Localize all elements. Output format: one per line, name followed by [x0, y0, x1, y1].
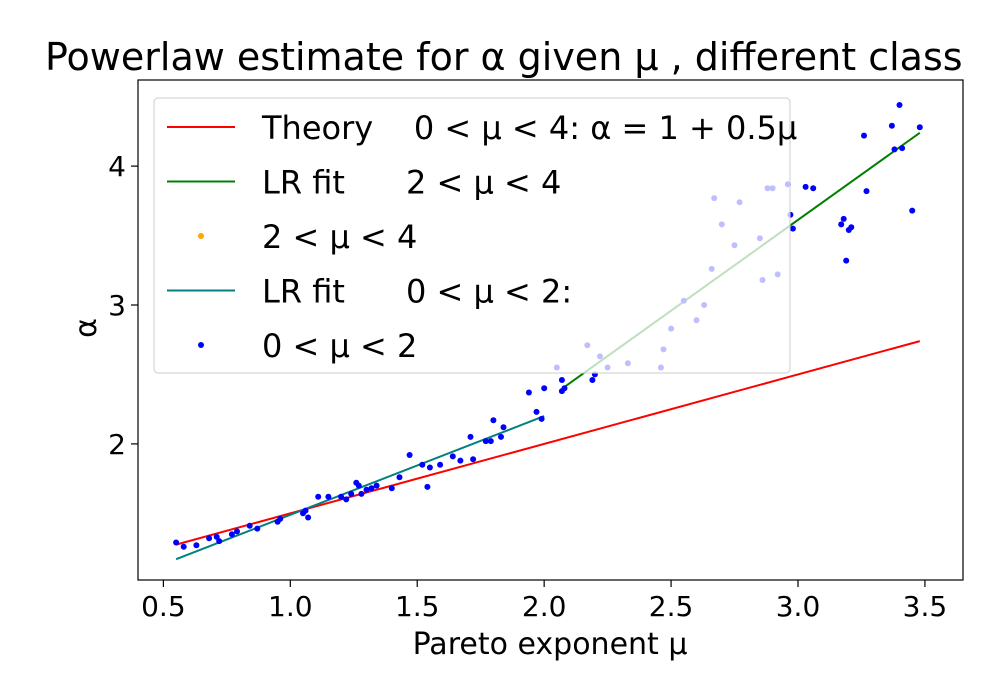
data-point [368, 485, 375, 492]
data-point [810, 185, 817, 192]
data-point [487, 438, 494, 445]
x-tick-label: 0.5 [141, 590, 186, 623]
legend-box [153, 97, 791, 374]
data-point [863, 188, 870, 195]
data-point [589, 377, 596, 383]
legend-entry-4: 0 < μ < 2 [198, 327, 417, 365]
data-point [246, 522, 253, 529]
y-axis-label: α [69, 318, 104, 338]
data-point [802, 183, 809, 190]
x-tick-label: 2.0 [522, 590, 567, 623]
legend-label: LR fit 2 < μ < 4 [262, 164, 561, 202]
x-tick-label: 3.0 [776, 590, 821, 623]
data-point [470, 456, 477, 463]
data-point [848, 224, 855, 231]
data-point [373, 482, 380, 489]
data-point [426, 464, 433, 471]
data-point [388, 485, 395, 492]
data-point [277, 515, 284, 522]
data-point [533, 408, 540, 415]
data-point [343, 496, 350, 503]
data-point [888, 122, 895, 129]
legend-entry-3: LR fit 0 < μ < 2: [167, 273, 572, 311]
data-point [338, 493, 345, 500]
data-point [363, 486, 370, 493]
data-point [419, 461, 426, 468]
data-point [358, 490, 365, 497]
y-tick-label: 2 [108, 428, 126, 461]
data-point [482, 438, 489, 445]
legend-entry-0: Theory 0 < μ < 4: α = 1 + 0.5μ [167, 109, 797, 147]
data-point [789, 225, 796, 232]
data-point [838, 221, 845, 228]
data-point [406, 452, 413, 458]
x-axis-ticks: 0.5 1.0 1.5 2.0 2.5 3.0 3.5 [141, 580, 947, 623]
data-point [843, 257, 850, 264]
data-point [216, 538, 223, 545]
legend-label: 0 < μ < 2 [262, 327, 417, 365]
legend-dot-marker [198, 233, 204, 239]
data-point [228, 531, 235, 538]
data-point [840, 215, 847, 222]
data-point [909, 207, 916, 214]
series-4 [173, 377, 596, 550]
data-point [193, 542, 200, 549]
y-axis-ticks: 2 3 4 [108, 150, 138, 461]
data-point [424, 483, 431, 490]
legend-label: LR fit 0 < μ < 2: [262, 273, 572, 311]
data-point [467, 433, 474, 440]
data-point [500, 424, 507, 431]
data-point [558, 388, 565, 395]
data-point [525, 389, 532, 396]
data-point [558, 377, 565, 383]
data-point [449, 453, 456, 460]
legend-entry-1: LR fit 2 < μ < 4 [167, 164, 561, 202]
data-point [437, 461, 444, 468]
data-point [899, 145, 906, 152]
x-axis-label: Pareto exponent μ [413, 627, 688, 662]
data-point [896, 102, 903, 108]
data-point [916, 124, 923, 131]
legend-dot-marker [198, 342, 204, 348]
data-point [541, 385, 548, 392]
data-point [538, 415, 545, 422]
data-point [457, 457, 464, 464]
data-point [173, 539, 180, 546]
x-tick-label: 1.5 [395, 590, 440, 623]
data-point [302, 507, 309, 514]
plot-frame [137, 79, 964, 581]
y-tick-label: 3 [108, 289, 126, 322]
y-tick-label: 4 [108, 150, 126, 183]
data-point [498, 433, 504, 440]
data-point [891, 146, 898, 153]
data-point [325, 493, 332, 500]
legend-label: 2 < μ < 4 [262, 218, 417, 256]
legend-label: Theory 0 < μ < 4: α = 1 + 0.5μ [261, 109, 797, 147]
x-tick-label: 3.5 [903, 590, 948, 623]
data-point [305, 514, 312, 521]
x-tick-label: 2.5 [649, 590, 694, 623]
data-point [396, 474, 403, 481]
data-point [254, 525, 261, 532]
data-point [234, 528, 240, 535]
data-point [315, 493, 322, 500]
data-point [861, 132, 867, 139]
legend-entry-2: 2 < μ < 4 [198, 218, 417, 256]
data-point [180, 543, 187, 550]
x-tick-label: 1.0 [268, 590, 313, 623]
data-point [355, 482, 362, 489]
data-point [206, 535, 213, 542]
data-point [348, 490, 355, 497]
chart-title: Powerlaw estimate for α given μ , differ… [45, 35, 963, 79]
legend: Theory 0 < μ < 4: α = 1 + 0.5μ LR fit 2 <… [153, 97, 797, 374]
data-point [490, 417, 497, 424]
